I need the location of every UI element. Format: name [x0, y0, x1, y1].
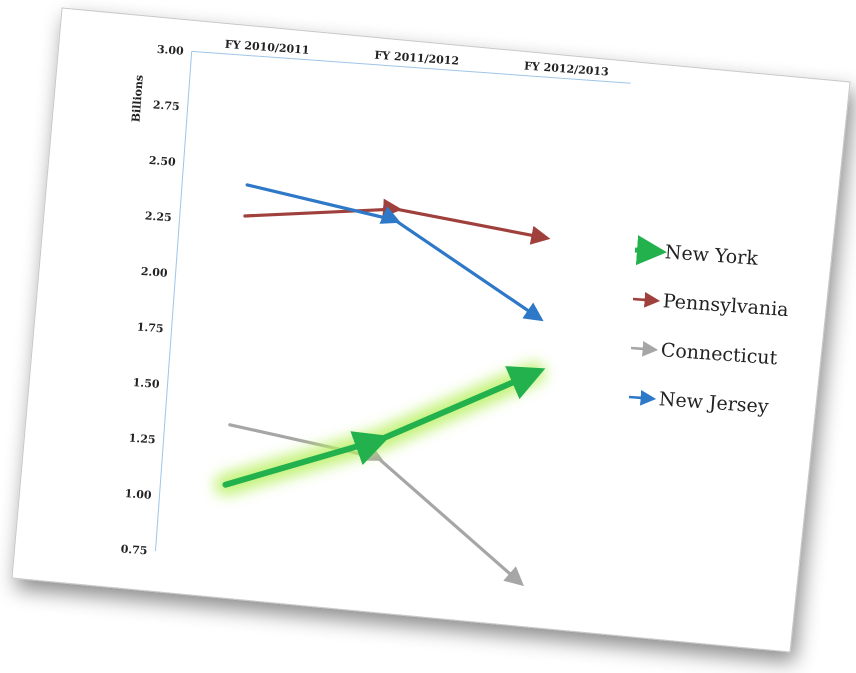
- series-line-new-york: [222, 366, 546, 488]
- x-category-label: FY 2012/2013: [524, 59, 609, 78]
- plot-area: 3.00 2.75 2.50 2.25 2.00 1.75 1.50 1.25 1.00 0.75…: [120, 38, 631, 587]
- legend-swatch: [632, 292, 661, 308]
- y-tick-label: 1.00: [124, 487, 152, 502]
- y-axis-title: Billions: [129, 74, 145, 122]
- y-tick-label: 1.75: [136, 320, 164, 335]
- y-tick-label: 2.25: [144, 209, 172, 224]
- x-category-label: FY 2010/2011: [224, 38, 309, 57]
- legend-swatch: [630, 341, 659, 357]
- y-tick-label: 1.25: [128, 432, 156, 447]
- y-tick-label: 1.50: [132, 376, 160, 391]
- axes: 3.00 2.75 2.50 2.25 2.00 1.75 1.50 1.25 1.00 0.75…: [120, 38, 631, 558]
- y-tick-labels: 3.00 2.75 2.50 2.25 2.00 1.75 1.50 1.25 1.00 0.75: [120, 43, 184, 558]
- series-lines: [214, 183, 551, 587]
- legend-swatch: [634, 235, 667, 266]
- x-axis-line: [191, 50, 631, 84]
- series-line-new-jersey: [245, 183, 544, 322]
- legend-swatch: [628, 390, 657, 406]
- y-tick-label: 3.00: [156, 43, 184, 58]
- x-category-labels: FY 2010/2011 FY 2011/2012 FY 2012/2013: [224, 38, 609, 79]
- y-tick-label: 2.75: [152, 98, 180, 113]
- x-category-label: FY 2011/2012: [374, 49, 459, 68]
- y-tick-label: 0.75: [120, 543, 148, 558]
- y-tick-label: 2.00: [140, 265, 168, 280]
- y-axis-line: [154, 51, 193, 552]
- y-tick-label: 2.50: [148, 154, 176, 169]
